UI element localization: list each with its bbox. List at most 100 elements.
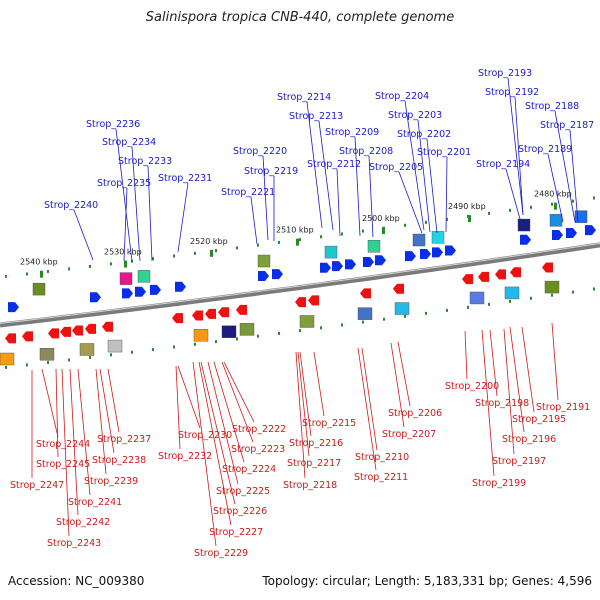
reverse-gene-leader [481,329,495,477]
forward-scale-tick [173,254,175,258]
forward-gene-arrow [432,247,443,258]
forward-gene-leader [306,101,323,229]
reverse-domain-box [357,307,373,320]
forward-gene-label: Strop_2231 [158,173,212,184]
reverse-gene-label: Strop_2210 [355,452,409,463]
kbp-marker [554,202,557,210]
reverse-gene-leader [521,326,535,413]
reverse-gene-leader [361,347,378,451]
reverse-gene-leader [61,368,70,537]
reverse-scale-tick [131,350,133,354]
forward-gene-leader [417,119,431,233]
forward-gene-leader [177,182,189,253]
forward-gene-arrow [405,251,416,262]
reverse-gene-label: Strop_2241 [68,497,122,508]
forward-gene-label: Strop_2240 [44,200,98,211]
reverse-gene-leader [295,351,306,479]
reverse-gene-label: Strop_2218 [283,480,337,491]
forward-gene-arrow [272,269,283,280]
forward-gene-leader [445,156,448,233]
reverse-domain-box [107,339,123,353]
reverse-gene-leader [390,342,405,428]
forward-gene-label: Strop_2233 [118,156,172,167]
reverse-scale-tick [320,326,322,330]
forward-gene-arrow [90,292,101,303]
reverse-scale-tick [236,337,238,341]
forward-scale-tick [131,259,133,263]
reverse-gene-arrow [510,267,521,278]
reverse-gene-label: Strop_2222 [232,424,286,435]
reverse-gene-label: Strop_2245 [36,459,90,470]
forward-domain-box [412,233,426,247]
reverse-domain-box [0,352,15,366]
reverse-gene-label: Strop_2225 [216,486,270,497]
reverse-domain-box [394,302,410,315]
forward-scale-tick [236,246,238,250]
reverse-scale-tick [68,358,70,362]
reverse-gene-arrow [542,262,553,273]
reverse-gene-leader [464,330,468,380]
forward-domain-box [431,231,445,244]
reverse-scale-tick [509,299,511,303]
reverse-scale-tick [257,334,259,338]
reverse-gene-label: Strop_2191 [536,402,590,413]
forward-gene-label: Strop_2220 [233,146,287,157]
forward-gene-leader [426,138,438,234]
reverse-gene-leader [357,347,377,471]
reverse-gene-arrow [60,326,71,337]
forward-gene-label: Strop_2234 [102,137,156,148]
reverse-gene-leader [69,368,79,516]
reverse-gene-label: Strop_2243 [47,538,101,549]
reverse-scale-tick [530,296,532,300]
reverse-gene-leader [55,368,59,458]
reverse-gene-label: Strop_2247 [10,480,64,491]
forward-gene-label: Strop_2192 [485,87,539,98]
forward-scale-tick [404,223,406,227]
forward-gene-label: Strop_2213 [289,111,343,122]
reverse-scale-tick [404,314,406,318]
reverse-gene-leader [489,329,498,397]
reverse-gene-arrow [85,323,96,334]
forward-gene-leader [398,171,423,234]
forward-scale-tick [278,240,280,244]
reverse-scale-tick [215,340,217,344]
kbp-label: 2540 kbp [20,258,58,267]
forward-gene-label: Strop_2219 [244,166,298,177]
reverse-gene-label: Strop_2200 [445,381,499,392]
forward-gene-label: Strop_2209 [325,127,379,138]
reverse-scale-tick [572,290,574,294]
reverse-domain-box [221,325,237,338]
forward-scale-tick [299,238,301,242]
forward-gene-leader [336,168,341,237]
forward-scale-tick [530,205,532,209]
forward-gene-label: Strop_2193 [478,68,532,79]
forward-gene-label: Strop_2201 [417,147,471,158]
forward-gene-arrow [175,281,186,292]
reverse-gene-arrow [478,271,489,282]
forward-scale-tick [488,211,490,215]
forward-domain-box [119,272,133,285]
forward-gene-leader [505,168,521,220]
forward-gene-label: Strop_2187 [540,120,594,131]
reverse-gene-label: Strop_2238 [92,455,146,466]
forward-gene-label: Strop_2208 [339,146,393,157]
forward-gene-arrow [445,245,456,256]
forward-gene-label: Strop_2214 [277,92,331,103]
forward-scale-tick [5,274,7,278]
forward-gene-label: Strop_2188 [525,101,579,112]
forward-gene-leader [368,155,374,238]
forward-gene-label: Strop_2212 [307,159,361,170]
reverse-gene-arrow [72,325,83,336]
forward-domain-box [32,282,46,296]
forward-scale-tick [89,264,91,268]
reverse-scale-tick [299,329,301,333]
reverse-scale-tick [488,302,490,306]
reverse-gene-arrow [393,283,404,294]
reverse-domain-box [239,323,255,336]
forward-gene-arrow [258,271,269,282]
reverse-scale-tick [26,363,28,367]
kbp-label: 2530 kbp [104,248,142,257]
reverse-scale-tick [47,360,49,364]
forward-gene-label: Strop_2194 [476,159,530,170]
reverse-gene-label: Strop_2217 [287,458,341,469]
